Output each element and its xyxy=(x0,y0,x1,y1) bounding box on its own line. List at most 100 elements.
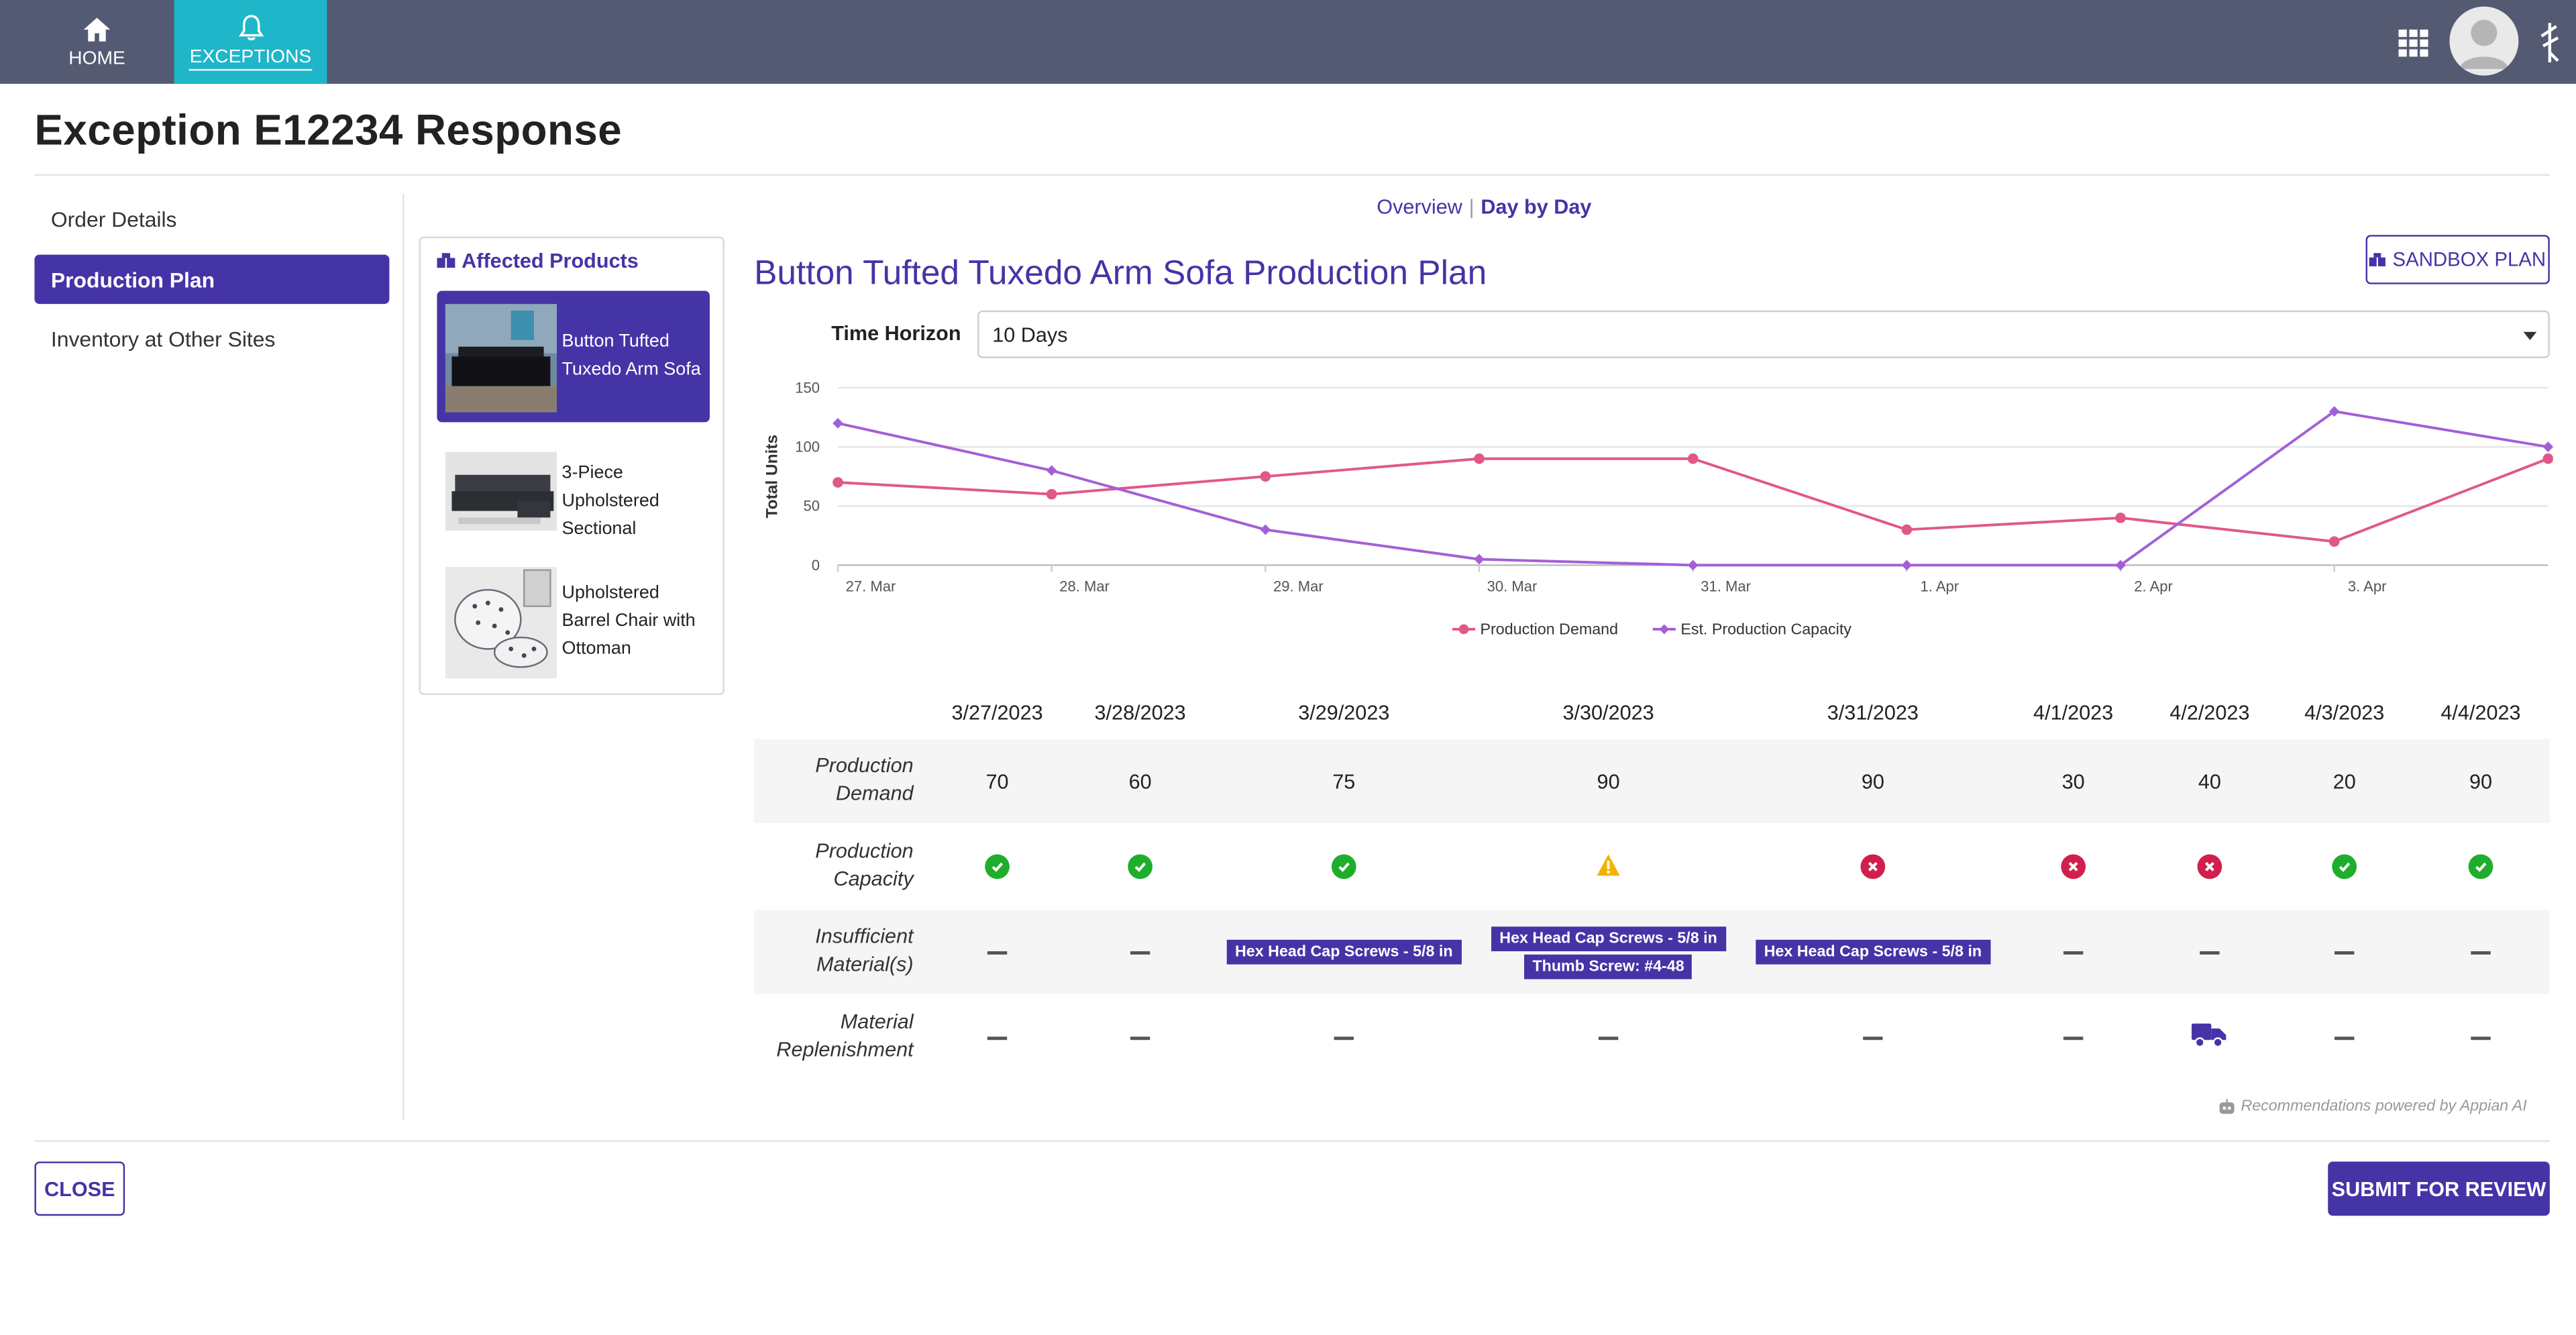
table-row-material-replenishment: Material Replenishment xyxy=(754,996,2550,1079)
insufficient-materials-cell: Hex Head Cap Screws - 5/8 in xyxy=(1756,910,1990,994)
dash-icon xyxy=(2063,950,2084,954)
data-point-production-demand xyxy=(2115,513,2126,523)
x-tick-label: 1. Apr xyxy=(1921,578,1960,595)
replenishment-cell xyxy=(1598,996,1619,1079)
product-name: Button Tufted Tuxedo Arm Sofa xyxy=(561,331,701,380)
demand-value: 20 xyxy=(2332,769,2356,793)
nav-home-tab[interactable]: HOME xyxy=(49,0,144,84)
insufficient-materials-cell: Hex Head Cap Screws - 5/8 in Thumb Screw:… xyxy=(1491,910,1726,994)
capacity-status xyxy=(1595,824,1621,908)
user-silhouette-icon xyxy=(2449,6,2519,76)
replenishment-cell xyxy=(2471,996,2491,1079)
overview-link[interactable]: Overview xyxy=(1377,195,1462,219)
x-tick-label: 3. Apr xyxy=(2348,578,2387,595)
sidebar-item-order-details[interactable]: Order Details xyxy=(50,206,177,231)
day-by-day-link[interactable]: Day by Day xyxy=(1481,195,1592,219)
column-header-date: 3/28/2023 xyxy=(1094,701,1186,725)
time-horizon-dropdown[interactable]: 10 Days xyxy=(977,310,2550,358)
sidebar-item-production-plan[interactable]: Production Plan xyxy=(34,254,390,305)
row-label-production-capacity: Production Capacity xyxy=(815,839,914,891)
affected-products-heading: Affected Products xyxy=(437,250,639,273)
data-point-production-demand xyxy=(833,477,843,488)
column-header-date: 4/3/2023 xyxy=(2304,701,2385,725)
data-point-production-demand xyxy=(1901,524,1913,535)
dash-icon xyxy=(1130,950,1150,954)
capacity-status xyxy=(1128,824,1152,908)
y-axis-label: Total Units xyxy=(763,435,781,519)
affected-products-title: Affected Products xyxy=(462,250,639,273)
product-image-sofa xyxy=(445,304,557,413)
check-circle-icon xyxy=(1128,854,1152,879)
legend-marker xyxy=(1458,624,1469,635)
dash-icon xyxy=(2471,1036,2491,1039)
user-avatar[interactable] xyxy=(2449,6,2519,76)
production-chart: 0 50 100 150 Total Units 27. Mar 28. Mar 29. Ma… xyxy=(763,379,2553,637)
x-tick-label: 27. Mar xyxy=(846,578,896,595)
dash-icon xyxy=(1598,1036,1619,1039)
check-circle-icon xyxy=(985,854,1010,879)
insufficient-materials-cell xyxy=(987,910,1008,994)
submit-for-review-button[interactable]: SUBMIT FOR REVIEW xyxy=(2328,1161,2550,1216)
insufficient-materials-cell xyxy=(2063,910,2084,994)
check-circle-icon xyxy=(2332,854,2357,879)
truck-icon[interactable] xyxy=(2191,1022,2228,1053)
column-header-date: 3/31/2023 xyxy=(1827,701,1919,725)
product-item-sectional[interactable]: 3-Piece Upholstered Sectional xyxy=(437,435,710,567)
y-tick-label: 150 xyxy=(795,379,820,396)
data-point-production-demand xyxy=(1046,488,1057,500)
sandbox-plan-button[interactable]: SANDBOX PLAN xyxy=(2365,235,2550,284)
dash-icon xyxy=(1863,1036,1883,1039)
dash-icon xyxy=(987,1036,1008,1039)
replenishment-cell xyxy=(2334,996,2355,1079)
dash-icon xyxy=(2334,950,2355,954)
nav-exceptions-tab[interactable]: EXCEPTIONS xyxy=(174,0,327,84)
insufficient-materials-cell xyxy=(1130,910,1150,994)
app-grid-icon[interactable] xyxy=(2396,25,2432,61)
demand-value: 90 xyxy=(1861,769,1884,793)
replenishment-cell xyxy=(1863,996,1883,1079)
title-divider xyxy=(34,174,2550,176)
footer-divider xyxy=(34,1140,2550,1142)
row-label-insufficient-materials: Insufficient Material(s) xyxy=(815,924,914,976)
material-tag[interactable]: Hex Head Cap Screws - 5/8 in xyxy=(1491,926,1726,951)
product-image-chair xyxy=(445,566,557,679)
material-tag[interactable]: Thumb Screw: #4-48 xyxy=(1524,953,1693,979)
data-point-production-demand xyxy=(1687,453,1699,464)
nav-home-label: HOME xyxy=(68,49,125,69)
sidebar-item-inventory-other-sites[interactable]: Inventory at Other Sites xyxy=(50,326,276,351)
dash-icon xyxy=(2334,1036,2355,1039)
legend-label: Est. Production Capacity xyxy=(1680,620,1851,637)
material-tag[interactable]: Hex Head Cap Screws - 5/8 in xyxy=(1756,939,1990,965)
data-point-est-production-capacity xyxy=(1046,465,1057,476)
data-point-est-production-capacity xyxy=(2542,441,2553,452)
dash-icon xyxy=(987,950,1008,954)
close-button[interactable]: CLOSE xyxy=(34,1161,125,1216)
x-circle-icon xyxy=(2197,854,2222,879)
replenishment-cell xyxy=(987,996,1008,1079)
view-toggle: Overview | Day by Day xyxy=(1377,195,1591,218)
nav-exceptions-label: EXCEPTIONS xyxy=(189,48,312,71)
sidebar-divider xyxy=(402,193,405,1121)
replenishment-cell xyxy=(1130,996,1150,1079)
series-line-production-demand xyxy=(837,457,2549,543)
time-horizon-label: Time Horizon xyxy=(831,322,961,345)
y-tick-label: 100 xyxy=(795,438,820,455)
capacity-status xyxy=(2197,824,2222,908)
time-horizon-value: 10 Days xyxy=(992,323,1068,346)
product-item-barrel-chair[interactable]: Upholstered Barrel Chair with Ottoman xyxy=(437,566,710,698)
capacity-status xyxy=(2332,824,2357,908)
top-nav-bar: HOME EXCEPTIONS xyxy=(0,0,2576,84)
demand-value: 75 xyxy=(1332,769,1356,793)
replenishment-cell xyxy=(1334,996,1354,1079)
table-row-production-capacity: Production Capacity xyxy=(754,824,2550,908)
material-tag[interactable]: Hex Head Cap Screws - 5/8 in xyxy=(1226,939,1461,965)
appian-logo-icon[interactable] xyxy=(2538,19,2561,66)
dash-icon xyxy=(2471,950,2491,954)
product-item-tuxedo-sofa[interactable]: Button Tufted Tuxedo Arm Sofa xyxy=(437,290,710,423)
column-header-date: 3/27/2023 xyxy=(951,701,1043,725)
column-header-date: 4/2/2023 xyxy=(2169,701,2250,725)
data-point-production-demand xyxy=(1260,471,1271,482)
data-point-est-production-capacity xyxy=(833,418,843,429)
x-circle-icon xyxy=(1860,854,1886,879)
bell-icon xyxy=(237,15,264,41)
